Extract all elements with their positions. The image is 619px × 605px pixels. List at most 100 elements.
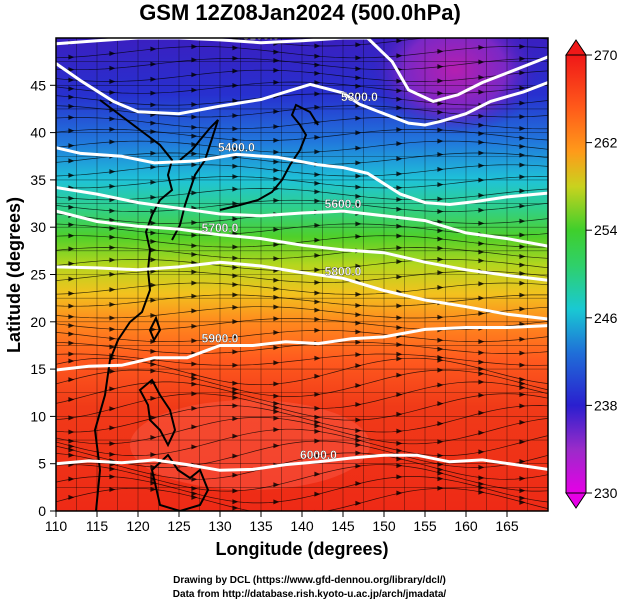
streamline-arrow — [519, 280, 526, 286]
streamline-arrow — [519, 174, 526, 180]
streamline-arrow — [68, 429, 75, 435]
streamline-arrow — [355, 302, 362, 308]
streamline-arrow — [191, 405, 198, 411]
cold-low-shading — [370, 38, 540, 135]
streamline-arrow — [437, 219, 444, 225]
streamline-arrow — [519, 381, 526, 387]
streamline-arrow — [519, 56, 526, 62]
streamline-arrow — [437, 101, 444, 107]
streamline-arrow — [232, 68, 239, 74]
streamline-arrow — [273, 415, 280, 421]
streamline-arrow — [396, 372, 403, 378]
streamline-arrow — [68, 415, 75, 421]
streamline — [56, 294, 548, 307]
streamline-arrow — [478, 150, 485, 156]
streamline-arrow — [355, 202, 362, 208]
streamline-arrow — [437, 354, 444, 360]
streamline-arrow — [150, 150, 157, 156]
streamline-arrow — [68, 86, 75, 92]
contour-5700.0 — [56, 209, 548, 282]
streamline-arrow — [355, 233, 362, 239]
streamline-arrow — [68, 128, 75, 134]
streamline-arrow — [478, 481, 485, 487]
streamline-arrow — [396, 463, 403, 469]
streamline-arrow — [396, 141, 403, 147]
streamline-arrow — [109, 217, 116, 223]
streamline-arrow — [478, 464, 485, 470]
streamline-arrow — [396, 105, 403, 111]
streamline-arrow — [478, 44, 485, 50]
streamline-arrow — [150, 230, 157, 236]
streamline-arrow — [478, 59, 485, 65]
streamline-arrow — [68, 358, 75, 364]
colorbar-tick-label: 230 — [594, 485, 618, 501]
streamline-arrow — [191, 485, 198, 491]
streamline-arrow — [314, 391, 321, 397]
streamline-arrow — [355, 92, 362, 98]
streamline-arrow — [478, 392, 485, 398]
streamline-arrow — [150, 282, 157, 288]
streamline-arrow — [109, 406, 116, 412]
streamline-arrow — [150, 452, 157, 458]
streamline-arrow — [396, 38, 403, 44]
streamline-arrow — [437, 245, 444, 251]
streamline-arrow — [437, 439, 444, 445]
streamline-arrow — [191, 232, 198, 238]
streamline-arrow — [355, 42, 362, 48]
streamline-arrow — [150, 164, 157, 170]
streamline-arrow — [478, 449, 485, 455]
y-tick-label: 35 — [30, 172, 46, 188]
contour-label: 5400.0 — [218, 140, 255, 154]
x-tick-label: 130 — [208, 518, 232, 534]
streamline-arrow — [355, 363, 362, 369]
streamline-arrow — [396, 342, 403, 348]
streamline-arrow — [68, 261, 75, 267]
height-contours: 5100.0 5300.0 5400.0 5600.0 5700.0 5800.0 5900… — [56, 38, 548, 472]
streamline-arrow — [519, 100, 526, 106]
streamline-arrow — [273, 198, 280, 204]
streamline-arrow — [273, 443, 280, 449]
streamline-arrow — [396, 245, 403, 251]
streamline-arrow — [437, 367, 444, 373]
streamline-arrow — [478, 310, 485, 316]
streamline-arrow — [519, 144, 526, 150]
streamline-arrow — [150, 239, 157, 245]
streamline — [56, 247, 548, 260]
streamline-arrow — [355, 193, 362, 199]
streamline — [56, 318, 548, 331]
streamline — [56, 428, 548, 456]
streamline-arrow — [314, 237, 321, 243]
streamline-arrow — [437, 284, 444, 290]
streamline-arrow — [109, 208, 116, 214]
streamline-arrow — [355, 55, 362, 61]
streamline-arrow — [519, 403, 526, 409]
streamline-arrow — [355, 66, 362, 72]
streamline-arrow — [232, 45, 239, 51]
streamline-arrow — [232, 472, 239, 478]
streamline-arrow — [355, 145, 362, 151]
streamline-arrow — [314, 307, 321, 313]
streamline-arrow — [232, 55, 239, 61]
streamline-arrow — [355, 434, 362, 440]
streamline-arrow — [109, 90, 116, 96]
streamline-arrow — [109, 486, 116, 492]
streamline-arrow — [314, 43, 321, 49]
streamline-arrow — [355, 160, 362, 166]
streamline-arrow — [150, 220, 157, 226]
streamline-arrow — [232, 362, 239, 368]
streamline-arrow — [273, 167, 280, 173]
streamline-arrow — [109, 126, 116, 132]
streamline-arrow — [68, 204, 75, 210]
streamline-arrow — [273, 124, 280, 130]
streamline-arrow — [109, 116, 116, 122]
streamline-arrow — [396, 411, 403, 417]
streamline-arrow — [68, 67, 75, 73]
y-tick-label: 0 — [38, 503, 46, 519]
streamline-arrow — [273, 345, 280, 351]
streamline-arrow — [109, 169, 116, 175]
x-tick-label: 165 — [495, 518, 519, 534]
colorbar-tick-label: 254 — [594, 222, 618, 238]
streamline-arrow — [150, 486, 157, 492]
streamline-arrow — [191, 101, 198, 107]
